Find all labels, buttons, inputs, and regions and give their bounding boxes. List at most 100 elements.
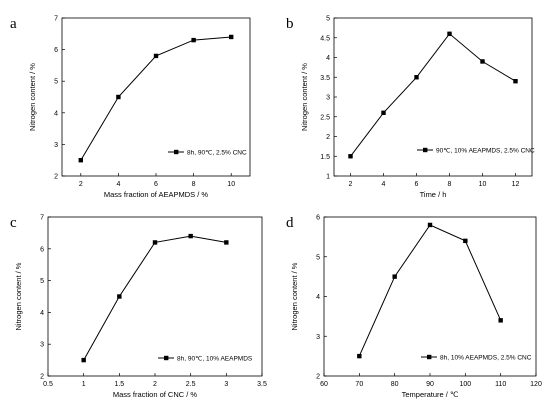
data-point bbox=[224, 240, 229, 245]
x-tick-label: 1 bbox=[82, 381, 86, 388]
y-tick-label: 3 bbox=[40, 342, 44, 349]
x-tick-label: 6 bbox=[154, 181, 158, 188]
series-line bbox=[358, 224, 502, 357]
y-tick-label: 3 bbox=[54, 142, 58, 149]
chart-panel-d: d 60 70 80 90 100 110 120 2 3 4 5 6 Temperature / ℃ Ni… bbox=[286, 215, 542, 400]
y-tick-label: 6 bbox=[54, 47, 58, 54]
legend: 8h, 10% AEAPMDS, 2.5% CNC bbox=[421, 354, 532, 361]
chart-panel-c: c 0.5 1 1.5 2 2.5 3 3.5 2 3 4 5 6 7 Mass fraction of C… bbox=[10, 215, 267, 400]
x-tick-label: 10 bbox=[479, 181, 487, 188]
legend: 8h, 90℃, 2.5% CNC bbox=[168, 149, 247, 156]
x-tick-label: 2 bbox=[153, 381, 157, 388]
panel-letter: b bbox=[286, 16, 294, 32]
data-point bbox=[381, 110, 386, 115]
chart-panel-a: a 2 4 6 8 10 2 3 4 5 6 7 Mass fraction of AEAPMDS / … bbox=[10, 16, 251, 199]
legend-marker bbox=[174, 149, 179, 155]
panel-letter: a bbox=[10, 16, 17, 32]
plot-frame bbox=[323, 216, 537, 377]
x-tick-label: 120 bbox=[530, 381, 542, 388]
data-point bbox=[81, 357, 86, 363]
data-point bbox=[513, 79, 518, 84]
y-tick-label: 3.5 bbox=[320, 75, 330, 82]
series-line bbox=[350, 33, 516, 157]
legend-label: 8h, 10% AEAPMDS, 2.5% CNC bbox=[440, 354, 532, 361]
y-tick-label: 4 bbox=[326, 55, 330, 62]
x-tick-label: 80 bbox=[391, 381, 399, 388]
x-tick-label: 3.5 bbox=[257, 381, 267, 388]
y-tick-label: 4 bbox=[54, 110, 58, 117]
y-axis-label: Nitrogen content / % bbox=[300, 63, 309, 131]
x-tick-label: 12 bbox=[512, 181, 520, 188]
data-point bbox=[414, 75, 419, 80]
x-tick-label: 110 bbox=[495, 381, 506, 388]
y-tick-label: 7 bbox=[40, 215, 44, 222]
data-point bbox=[229, 34, 234, 40]
data-point bbox=[188, 233, 193, 239]
y-tick-label: 1.5 bbox=[320, 154, 330, 161]
data-point bbox=[348, 154, 353, 159]
y-tick-label: 2 bbox=[40, 374, 44, 381]
y-tick-label: 6 bbox=[40, 246, 44, 253]
legend: 90℃, 10% AEAPMDS, 2.5% CNC bbox=[417, 147, 535, 154]
x-tick-label: 6 bbox=[415, 181, 419, 188]
data-point bbox=[480, 59, 485, 64]
y-axis-label: Nitrogen content / % bbox=[28, 63, 37, 131]
panel-letter: d bbox=[286, 215, 294, 231]
y-tick-label: 1 bbox=[326, 174, 330, 181]
x-axis-label: Temperature / ℃ bbox=[402, 390, 459, 399]
data-point bbox=[116, 94, 121, 100]
data-point bbox=[117, 294, 122, 299]
y-tick-label: 3 bbox=[326, 95, 330, 102]
x-tick-label: 3 bbox=[224, 381, 228, 388]
legend: 8h, 90℃, 10% AEAPMDS bbox=[158, 355, 253, 362]
x-tick-label: 2 bbox=[79, 181, 83, 188]
x-tick-label: 70 bbox=[355, 381, 363, 388]
data-point bbox=[427, 222, 433, 228]
x-tick-label: 90 bbox=[426, 381, 434, 388]
x-tick-label: 60 bbox=[320, 381, 328, 388]
data-point bbox=[463, 238, 468, 244]
x-axis-label: Time / h bbox=[420, 190, 447, 199]
x-tick-label: 2 bbox=[349, 181, 353, 188]
y-tick-label: 3 bbox=[316, 334, 320, 341]
x-tick-label: 8 bbox=[192, 181, 196, 188]
x-axis-label: Mass fraction of AEAPMDS / % bbox=[104, 190, 209, 199]
y-tick-label: 5 bbox=[326, 16, 330, 23]
data-point bbox=[153, 53, 159, 59]
x-tick-label: 0.5 bbox=[43, 381, 53, 388]
y-tick-label: 2 bbox=[54, 174, 58, 181]
x-axis-label: Mass fraction of CNC / % bbox=[113, 390, 198, 399]
y-tick-label: 4 bbox=[316, 294, 320, 301]
y-tick-label: 2 bbox=[316, 374, 320, 381]
x-tick-label: 10 bbox=[227, 181, 235, 188]
y-tick-label: 5 bbox=[54, 79, 58, 86]
x-tick-label: 4 bbox=[116, 181, 120, 188]
x-tick-label: 100 bbox=[459, 381, 471, 388]
y-tick-label: 5 bbox=[40, 278, 44, 285]
y-tick-label: 2 bbox=[326, 134, 330, 141]
y-axis-label: Nitrogen content / % bbox=[290, 262, 299, 330]
data-point bbox=[357, 353, 362, 359]
data-point bbox=[152, 240, 158, 245]
x-tick-label: 4 bbox=[382, 181, 386, 188]
legend-marker bbox=[423, 147, 428, 153]
y-axis-label: Nitrogen content / % bbox=[14, 262, 23, 330]
legend-marker bbox=[164, 355, 169, 361]
data-point bbox=[392, 274, 397, 279]
y-tick-label: 7 bbox=[54, 16, 58, 23]
x-tick-label: 1.5 bbox=[114, 381, 124, 388]
y-tick-label: 5 bbox=[316, 254, 320, 261]
legend-label: 90℃, 10% AEAPMDS, 2.5% CNC bbox=[436, 147, 535, 154]
legend-label: 8h, 90℃, 10% AEAPMDS bbox=[177, 355, 253, 362]
data-point bbox=[78, 158, 83, 163]
y-tick-label: 4.5 bbox=[320, 35, 330, 42]
y-tick-label: 4 bbox=[40, 310, 44, 317]
y-tick-label: 6 bbox=[316, 215, 320, 222]
x-tick-label: 8 bbox=[448, 181, 452, 188]
data-point bbox=[498, 318, 503, 323]
legend-label: 8h, 90℃, 2.5% CNC bbox=[187, 149, 247, 156]
x-tick-label: 2.5 bbox=[186, 381, 196, 388]
data-point bbox=[447, 31, 452, 36]
data-point bbox=[191, 37, 196, 43]
